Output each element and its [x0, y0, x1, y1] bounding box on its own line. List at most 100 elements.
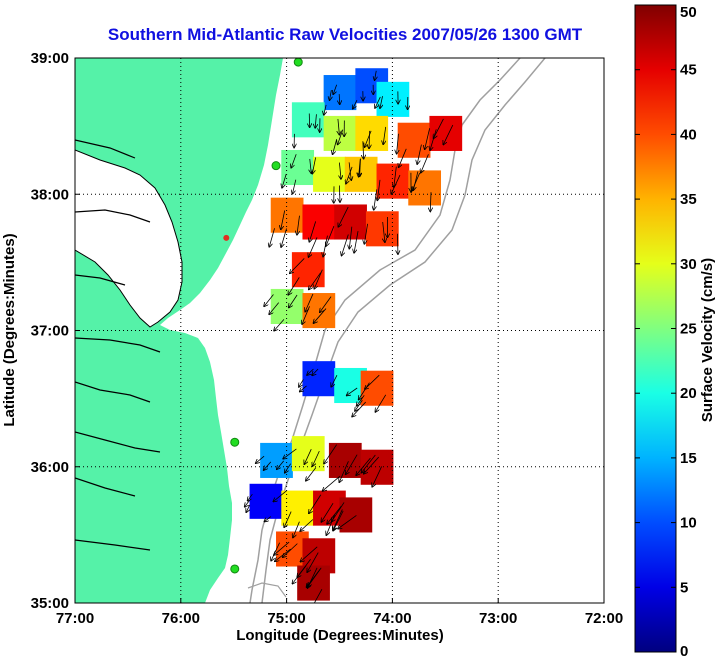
velocity-arrow	[346, 166, 353, 184]
velocity-arrow	[365, 130, 372, 147]
velocity-arrow	[321, 503, 334, 522]
velocity-arrow	[264, 461, 272, 470]
velocity-arrow	[338, 515, 357, 528]
velocity-arrow	[330, 90, 332, 100]
velocity-arrow	[292, 565, 307, 584]
velocity-arrow	[312, 157, 317, 173]
y-tick-label: 35:00	[31, 595, 69, 612]
velocity-arrow	[309, 272, 322, 290]
velocity-arrow	[312, 450, 320, 466]
velocity-arrow	[417, 144, 422, 165]
velocity-arrow	[430, 192, 431, 211]
velocity-arrow	[306, 467, 317, 481]
velocity-arrow	[314, 269, 323, 289]
velocity-cell	[302, 361, 336, 397]
velocity-arrow	[291, 154, 297, 168]
velocity-arrow	[413, 171, 419, 190]
station-marker	[230, 437, 240, 447]
velocity-arrow	[394, 166, 397, 188]
x-axis: 77:00 76:00 75:00 74:00 73:00 72:00	[56, 598, 623, 627]
velocity-arrow	[324, 104, 326, 115]
velocity-arrow	[353, 100, 358, 109]
velocity-cell	[260, 442, 293, 478]
velocity-arrow	[304, 449, 312, 464]
velocity-arrow	[327, 505, 342, 524]
velocity-arrow	[349, 162, 351, 180]
velocity-arrow	[365, 374, 380, 389]
velocity-arrow	[347, 387, 358, 395]
velocity-arrow	[364, 456, 380, 474]
velocity-arrow	[283, 543, 298, 558]
velocity-arrow	[333, 138, 338, 154]
velocity-cell	[323, 115, 357, 151]
velocity-field	[249, 68, 463, 601]
velocity-arrow	[300, 519, 314, 531]
velocity-arrow	[339, 94, 340, 104]
x-tick-label: 76:00	[162, 610, 200, 627]
velocity-arrow	[307, 368, 314, 375]
velocity-arrow	[308, 567, 322, 587]
velocity-arrow	[264, 294, 274, 307]
velocity-arrow	[369, 130, 370, 149]
velocity-arrow	[313, 588, 323, 603]
colorbar-tick-label: 40	[680, 126, 697, 143]
velocity-arrow	[309, 494, 322, 514]
velocity-arrow	[383, 126, 385, 144]
velocity-arrow	[246, 504, 249, 512]
colorbar-tick-label: 25	[680, 321, 697, 338]
velocity-arrow	[375, 70, 377, 80]
velocity-arrow	[256, 455, 265, 463]
velocity-arrow	[300, 546, 318, 562]
velocity-arrow	[323, 475, 341, 491]
velocity-arrow	[300, 385, 307, 392]
velocity-cell	[302, 204, 336, 240]
velocity-arrow	[281, 210, 286, 230]
velocity-arrow	[399, 148, 407, 167]
velocity-arrow	[342, 234, 349, 256]
colorbar-tick-label: 30	[680, 256, 697, 273]
velocity-arrows	[245, 70, 454, 603]
station-marker	[230, 564, 240, 574]
velocity-arrow	[302, 306, 310, 324]
velocity-arrow	[283, 448, 297, 459]
velocity-arrow	[434, 118, 444, 138]
velocity-arrow	[332, 502, 345, 521]
velocity-arrow	[333, 509, 343, 530]
y-axis-label: Latitude (Degrees:Minutes)	[1, 233, 18, 426]
velocity-arrow	[315, 114, 316, 128]
velocity-arrow	[397, 133, 399, 154]
velocity-arrow	[299, 379, 304, 387]
velocity-arrow	[288, 277, 300, 295]
velocity-cell	[376, 163, 410, 199]
velocity-arrow	[277, 460, 285, 469]
colorbar-tick-label: 5	[680, 579, 688, 596]
velocity-cell	[297, 565, 330, 601]
colorbar-label: Surface Velocity (cm/s)	[699, 258, 716, 422]
velocity-arrow	[308, 237, 318, 257]
velocity-cell	[334, 204, 367, 240]
y-tick-label: 38:00	[31, 186, 69, 203]
velocity-arrow	[397, 233, 398, 254]
velocity-arrow	[375, 394, 387, 412]
velocity-arrow	[293, 521, 300, 538]
velocity-arrow	[443, 124, 454, 145]
velocity-cell	[291, 436, 325, 472]
velocity-arrow	[324, 444, 337, 464]
y-tick-label: 37:00	[31, 323, 69, 340]
y-tick-label: 39:00	[31, 50, 69, 67]
velocity-arrow	[269, 302, 279, 315]
velocity-cell	[339, 497, 373, 533]
velocity-cell	[281, 149, 315, 186]
velocity-cell	[429, 115, 463, 151]
velocity-arrow	[289, 294, 298, 308]
velocity-arrow	[248, 493, 253, 501]
hf-radar-stations	[223, 58, 303, 574]
velocity-arrow	[282, 173, 287, 188]
velocity-arrow	[331, 374, 338, 387]
velocity-arrow	[281, 228, 287, 248]
velocity-arrow	[339, 461, 349, 482]
velocity-arrow	[349, 226, 353, 249]
station-marker-red	[223, 234, 230, 241]
velocity-arrow	[297, 215, 300, 235]
